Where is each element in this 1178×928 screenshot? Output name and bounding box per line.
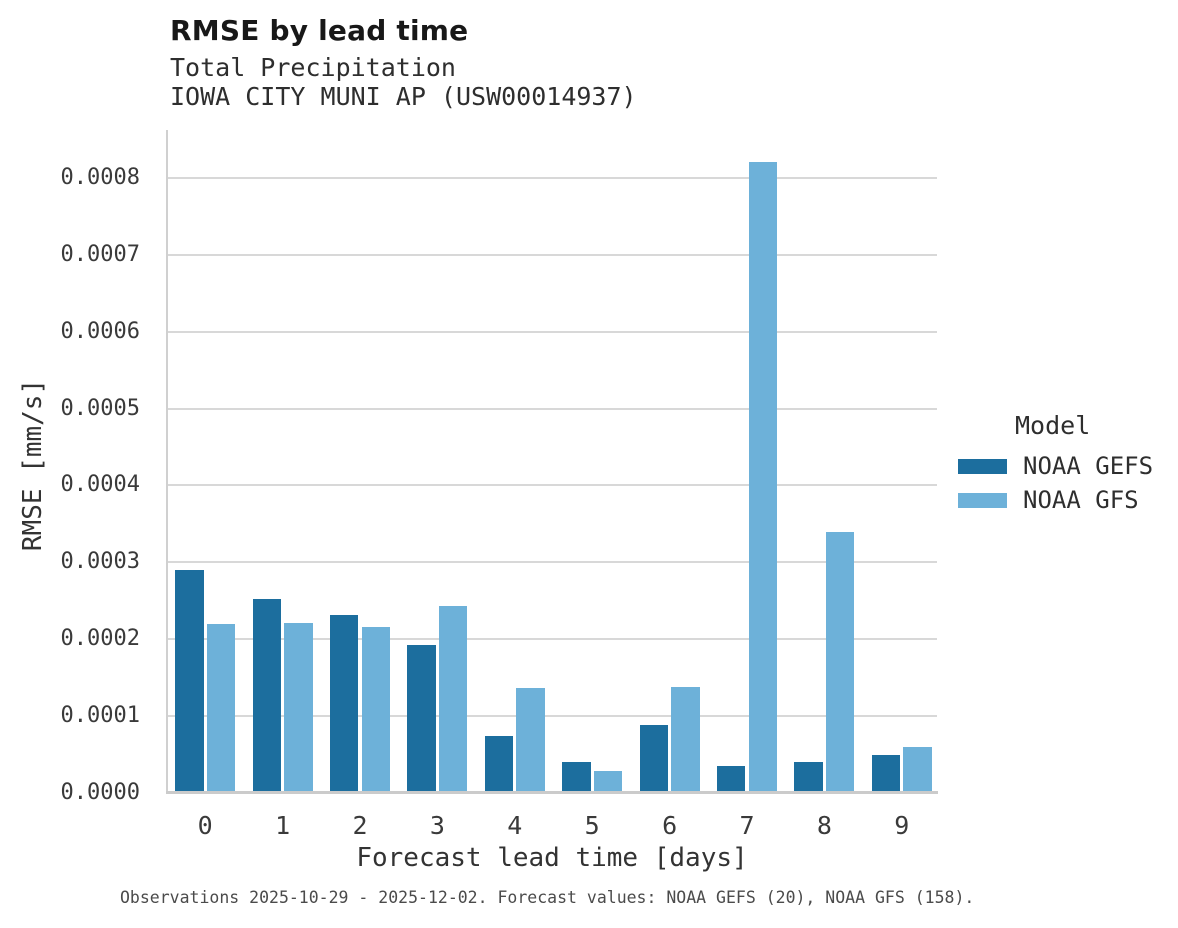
bar-noaa-gefs bbox=[175, 569, 204, 793]
bar-noaa-gefs bbox=[871, 754, 901, 793]
chart-title: RMSE by lead time bbox=[170, 14, 469, 47]
x-tick-label: 5 bbox=[584, 811, 600, 840]
bar-noaa-gefs bbox=[484, 736, 514, 793]
x-axis-baseline bbox=[166, 791, 938, 794]
bar-noaa-gefs bbox=[717, 766, 746, 793]
bar-noaa-gfs bbox=[826, 531, 855, 793]
bar-noaa-gefs bbox=[330, 615, 359, 793]
y-tick-label: 0.0008 bbox=[60, 164, 140, 190]
bar-noaa-gfs bbox=[516, 688, 545, 793]
chart-subtitle-variable: Total Precipitation bbox=[170, 53, 456, 82]
gridline bbox=[168, 561, 937, 564]
bar-noaa-gfs bbox=[284, 623, 313, 793]
y-tick-label: 0.0006 bbox=[60, 318, 140, 344]
gridline bbox=[168, 176, 937, 179]
x-tick-label: 6 bbox=[662, 811, 678, 840]
legend-swatch-noaa-gfs bbox=[958, 492, 1007, 508]
legend-entry-noaa-gefs: NOAA GEFS bbox=[958, 452, 1153, 480]
gridline bbox=[168, 330, 937, 333]
legend-label-noaa-gefs: NOAA GEFS bbox=[1023, 452, 1154, 480]
y-tick-label: 0.0003 bbox=[60, 549, 140, 575]
figure-caption: Observations 2025-10-29 - 2025-12-02. Fo… bbox=[120, 888, 975, 907]
bar-noaa-gfs bbox=[748, 162, 777, 793]
bar-noaa-gefs bbox=[639, 724, 668, 793]
x-tick-label: 4 bbox=[507, 811, 523, 840]
gridline bbox=[168, 407, 937, 410]
x-tick-label: 9 bbox=[894, 811, 910, 840]
bar-noaa-gfs bbox=[671, 686, 700, 793]
x-tick-label: 0 bbox=[197, 811, 213, 840]
legend-label-noaa-gfs: NOAA GFS bbox=[1023, 486, 1139, 514]
gridline bbox=[168, 253, 937, 256]
legend-title: Model bbox=[1015, 411, 1091, 440]
x-tick-label: 1 bbox=[275, 811, 291, 840]
gridline bbox=[168, 638, 937, 641]
y-tick-label: 0.0002 bbox=[60, 626, 140, 652]
chart-subtitle-station: IOWA CITY MUNI AP (USW00014937) bbox=[170, 82, 637, 111]
bar-noaa-gefs bbox=[407, 644, 436, 793]
y-tick-label: 0.0000 bbox=[60, 780, 140, 805]
legend-swatch-noaa-gefs bbox=[958, 458, 1007, 474]
legend-entry-noaa-gfs: NOAA GFS bbox=[958, 486, 1139, 514]
bar-noaa-gfs bbox=[206, 623, 236, 793]
y-tick-label: 0.0007 bbox=[60, 241, 140, 267]
y-axis-spine bbox=[166, 130, 168, 793]
bar-noaa-gfs bbox=[439, 606, 468, 793]
gridline bbox=[168, 715, 937, 718]
bar-noaa-gfs bbox=[593, 770, 623, 793]
bar-noaa-gfs bbox=[361, 626, 390, 793]
x-axis-title: Forecast lead time [days] bbox=[356, 843, 748, 873]
gridline bbox=[168, 484, 937, 487]
title-block: RMSE by lead time Total Precipitation IO… bbox=[170, 14, 637, 111]
x-tick-label: 7 bbox=[739, 811, 755, 840]
bar-noaa-gefs bbox=[562, 762, 591, 793]
x-tick-label: 8 bbox=[816, 811, 832, 840]
bar-noaa-gefs bbox=[252, 599, 281, 793]
y-tick-label: 0.0005 bbox=[60, 395, 140, 421]
bar-noaa-gefs bbox=[794, 762, 823, 793]
x-tick-label: 3 bbox=[429, 811, 445, 840]
y-tick-label: 0.0001 bbox=[60, 703, 140, 729]
y-tick-label: 0.0004 bbox=[60, 472, 140, 498]
x-tick-label: 2 bbox=[352, 811, 368, 840]
bar-noaa-gfs bbox=[903, 746, 932, 793]
